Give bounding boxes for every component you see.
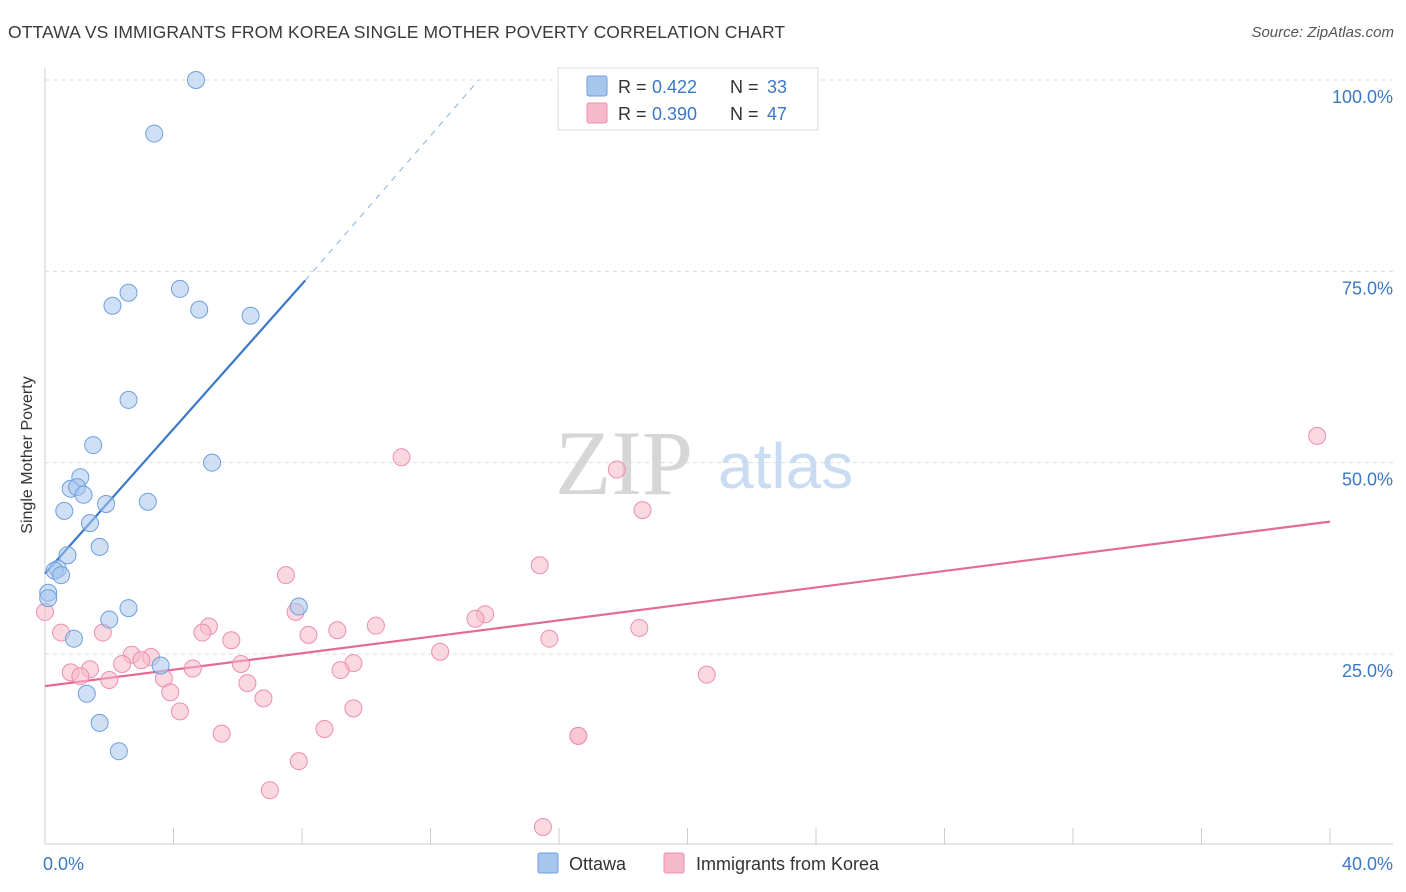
stats-r-label-ottawa: R = [618,77,647,97]
point-korea-3 [633,501,652,520]
stats-swatch-korea [586,102,608,124]
series-legend: Ottawa Immigrants from Korea [537,852,880,874]
point-korea-33 [100,671,119,690]
point-ottawa-24 [39,589,58,608]
stats-n-value-ottawa: 33 [767,77,787,97]
point-ottawa-14 [138,492,157,511]
point-korea-16 [193,623,212,642]
point-ottawa-16 [55,501,74,520]
point-korea-0 [1308,426,1327,445]
point-korea-9 [466,609,485,628]
point-korea-46 [533,817,552,836]
point-korea-45 [260,781,279,800]
point-ottawa-8 [84,436,103,455]
point-ottawa-3 [119,283,138,302]
point-korea-24 [113,654,132,673]
point-korea-37 [254,689,273,708]
point-korea-12 [630,618,649,637]
legend-label-korea: Immigrants from Korea [696,854,880,874]
point-ottawa-22 [52,566,71,585]
stats-r-value-korea: 0.390 [652,104,697,124]
point-korea-2 [607,460,626,479]
stats-n-value-korea: 47 [767,104,787,124]
source-credit: Source: ZipAtlas.com [1251,24,1394,41]
point-korea-38 [170,702,189,721]
point-korea-18 [540,629,559,648]
point-ottawa-27 [100,610,119,629]
stats-n-label-ottawa: N = [730,77,759,97]
point-ottawa-4 [103,296,122,315]
data-points [36,71,1327,836]
x-tick-label-max: 40.0% [1342,854,1393,874]
y-tick-label-2: 75.0% [1342,278,1393,298]
watermark-zip: ZIP [555,412,693,514]
y-tick-label-1: 50.0% [1342,470,1393,490]
axes [44,68,1393,845]
point-korea-28 [183,659,202,678]
point-ottawa-1 [145,124,164,143]
trend-line-korea [44,520,1331,688]
point-ottawa-15 [97,494,116,513]
y-tick-label-3: 100.0% [1332,87,1393,107]
watermark-atlas: atlas [718,430,853,502]
point-ottawa-13 [74,485,93,504]
stats-n-label-korea: N = [730,104,759,124]
point-korea-35 [238,674,257,693]
point-ottawa-2 [170,279,189,298]
point-ottawa-29 [151,656,170,675]
point-korea-13 [328,621,347,640]
point-ottawa-28 [64,629,83,648]
point-ottawa-9 [203,453,222,472]
point-ottawa-18 [90,537,109,556]
stats-r-value-ottawa: 0.422 [652,77,697,97]
point-korea-1 [392,448,411,467]
legend-swatch-ottawa [537,852,559,874]
point-korea-20 [431,642,450,661]
point-korea-11 [366,616,385,635]
point-ottawa-5 [190,300,209,319]
point-korea-23 [132,651,151,670]
trend-line-ottawa-extension [304,79,480,281]
point-ottawa-7 [119,390,138,409]
legend-label-ottawa: Ottawa [569,854,627,874]
point-korea-19 [222,631,241,650]
gridlines [45,79,1393,655]
point-korea-31 [71,667,90,686]
point-ottawa-31 [90,713,109,732]
y-tick-labels: 25.0% 50.0% 75.0% 100.0% [1332,87,1393,681]
point-ottawa-0 [186,71,205,89]
point-ottawa-25 [119,599,138,618]
point-ottawa-26 [289,597,308,616]
point-korea-32 [697,665,716,684]
point-korea-25 [231,654,250,673]
y-tick-label-0: 25.0% [1342,661,1393,681]
stats-swatch-ottawa [586,75,608,97]
chart-title: OTTAWA VS IMMIGRANTS FROM KOREA SINGLE M… [8,22,786,42]
point-korea-41 [315,720,334,739]
stats-r-label-korea: R = [618,104,647,124]
point-korea-29 [331,661,350,680]
point-ottawa-6 [241,306,260,325]
point-korea-17 [299,625,318,644]
point-korea-4 [530,556,549,575]
point-ottawa-19 [58,546,77,565]
stats-legend: R = 0.422 N = 33 R = 0.390 N = 47 [557,67,819,131]
point-korea-44 [289,752,308,771]
point-korea-43 [569,726,588,745]
trend-lines [44,79,1331,688]
x-tick-label-min: 0.0% [43,854,84,874]
point-korea-5 [276,566,295,585]
point-korea-39 [344,699,363,718]
legend-swatch-korea [663,852,685,874]
point-korea-40 [212,724,231,743]
point-ottawa-32 [109,742,128,761]
point-ottawa-30 [77,684,96,703]
point-ottawa-17 [80,514,99,533]
point-korea-36 [161,683,180,702]
